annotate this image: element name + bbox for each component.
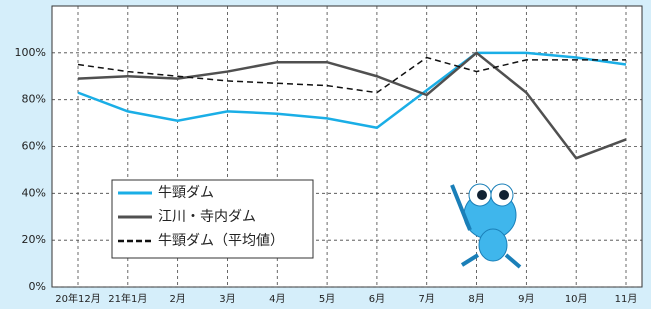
legend-label: 牛頸ダム（平均値） <box>158 233 284 249</box>
x-tick-label: 8月 <box>468 293 484 305</box>
frog-pupil <box>477 190 487 200</box>
y-tick-label: 100% <box>15 46 46 59</box>
x-tick-label: 5月 <box>319 293 335 305</box>
x-tick-label: 2月 <box>169 293 185 305</box>
x-tick-label: 7月 <box>419 293 435 305</box>
y-tick-label: 60% <box>22 140 46 153</box>
x-tick-label: 9月 <box>518 293 534 305</box>
x-tick-label: 20年12月 <box>55 292 100 305</box>
frog-pupil <box>499 190 509 200</box>
x-tick-label: 6月 <box>369 293 385 305</box>
y-tick-label: 80% <box>22 93 46 106</box>
y-tick-label: 40% <box>22 186 46 199</box>
y-tick-label: 0% <box>29 280 46 293</box>
legend-label: 江川・寺内ダム <box>158 209 256 225</box>
legend-label: 牛頸ダム <box>158 185 214 201</box>
y-tick-label: 20% <box>22 233 46 246</box>
x-tick-label: 21年1月 <box>108 292 147 305</box>
x-tick-label: 3月 <box>219 293 235 305</box>
x-tick-label: 10月 <box>565 293 588 305</box>
chart: 牛頸ダム江川・寺内ダム牛頸ダム（平均値） 0% 20% 40% 60% 80% 100% 2… <box>0 0 651 309</box>
frog-body <box>479 229 507 261</box>
x-tick-label: 4月 <box>269 293 285 305</box>
x-tick-label: 11月 <box>615 293 638 305</box>
